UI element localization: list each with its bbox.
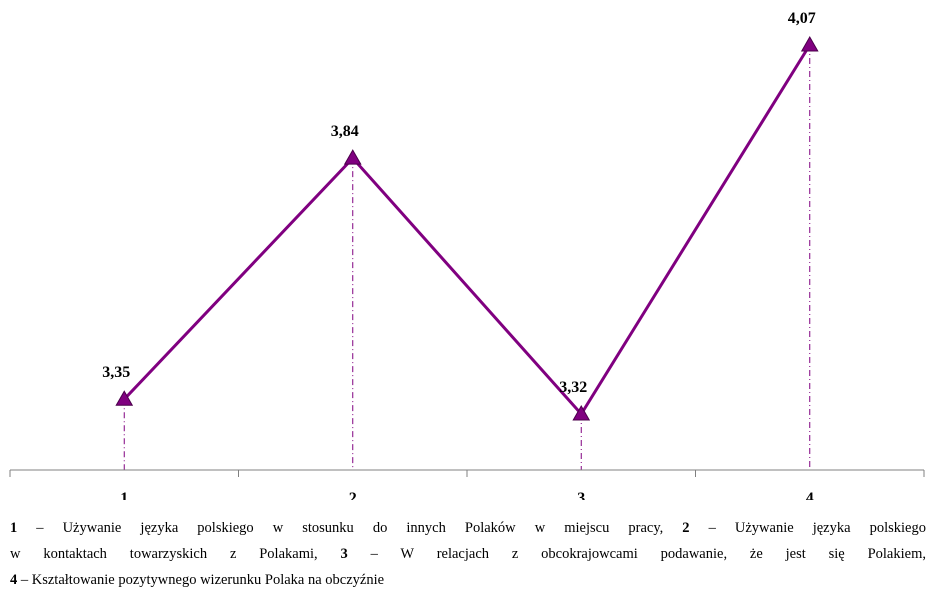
data-label: 3,84 [331,123,359,140]
data-point-marker [115,390,134,406]
caption-item-1-number: 1 [10,520,18,536]
caption-item-1-text: – Używanie języka polskiego w stosunku d… [17,520,683,536]
data-label: 3,32 [559,379,587,396]
x-tick-label: 4 [806,490,814,500]
x-tick-label: 2 [349,490,357,500]
caption-item-3-number: 3 [340,546,348,562]
data-label: 4,07 [788,10,816,27]
caption-item-2-number: 2 [682,520,690,536]
series-line [123,44,812,417]
data-point-marker [343,149,362,165]
x-tick-label: 1 [120,490,128,500]
caption-item-2-text-a: – Używanie języka polskiego [689,520,926,536]
caption-item-4-number: 4 [10,572,18,588]
data-label: 3,35 [102,364,130,381]
line-chart: 3,35 3,84 3,32 4,07 1 2 3 4 [9,10,925,500]
caption-item-2-text-b: w kontaktach towarzyskich z Polakami, [10,546,341,562]
data-point-marker [572,404,591,421]
caption-item-4-text: – Kształtowanie pozytywnego wizerunku Po… [17,572,385,588]
data-point-marker [800,35,819,52]
caption-item-3-text: – W relacjach z obcokrajowcami podawanie… [347,546,926,562]
x-tick-label: 3 [577,490,585,500]
chart-legend-caption: 1 – Używanie języka polskiego w stosunku… [10,515,926,593]
